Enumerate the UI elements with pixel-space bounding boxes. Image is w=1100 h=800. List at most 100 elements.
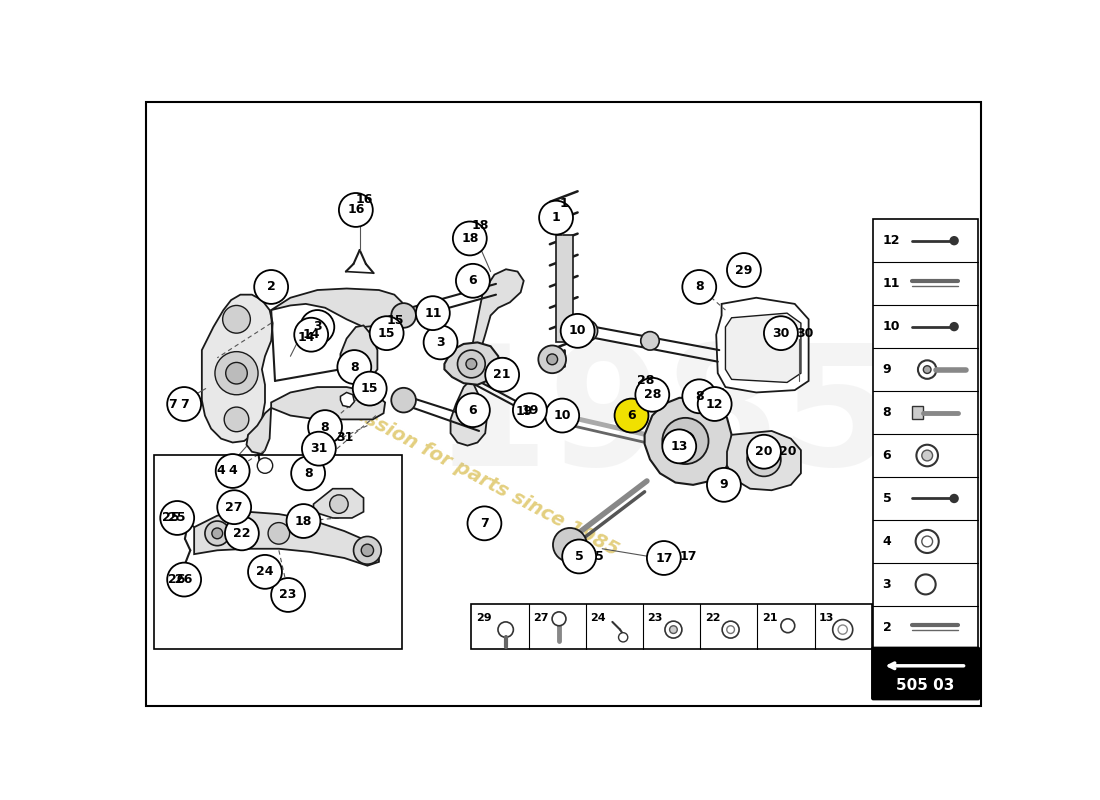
Text: 24: 24 [591, 614, 606, 623]
Circle shape [295, 318, 328, 352]
Text: 28: 28 [637, 374, 654, 387]
Circle shape [224, 407, 249, 432]
Text: 8: 8 [350, 361, 359, 374]
Text: 29: 29 [735, 263, 752, 277]
Circle shape [922, 536, 933, 547]
Text: 14: 14 [297, 330, 315, 343]
Circle shape [167, 387, 201, 421]
Text: 8: 8 [695, 390, 704, 403]
Text: 10: 10 [553, 409, 571, 422]
Circle shape [950, 494, 958, 502]
Circle shape [682, 379, 716, 414]
Polygon shape [726, 313, 801, 382]
Text: 9: 9 [719, 478, 728, 491]
Circle shape [370, 316, 404, 350]
Text: 16: 16 [348, 203, 364, 217]
Circle shape [161, 501, 195, 535]
Text: 10: 10 [882, 320, 900, 333]
Text: 27: 27 [534, 614, 549, 623]
Circle shape [254, 270, 288, 304]
Text: 25: 25 [168, 511, 186, 525]
Circle shape [498, 622, 514, 638]
Circle shape [524, 404, 542, 422]
Text: 28: 28 [644, 388, 661, 402]
Text: 11: 11 [425, 306, 441, 320]
Text: 20: 20 [779, 446, 796, 458]
Circle shape [350, 360, 368, 378]
Text: 18: 18 [472, 219, 488, 232]
Circle shape [636, 378, 669, 412]
Text: 11: 11 [882, 277, 900, 290]
Polygon shape [271, 289, 403, 327]
Circle shape [722, 621, 739, 638]
Text: 18: 18 [295, 514, 312, 527]
Polygon shape [202, 294, 273, 442]
Circle shape [546, 398, 580, 433]
Circle shape [218, 490, 251, 524]
Circle shape [576, 320, 597, 342]
Text: 1: 1 [552, 211, 560, 224]
Circle shape [833, 619, 853, 640]
Polygon shape [341, 393, 354, 407]
Circle shape [562, 539, 596, 574]
Text: 6: 6 [882, 449, 891, 462]
Text: 2: 2 [267, 281, 275, 294]
Text: 22: 22 [233, 527, 251, 540]
Circle shape [286, 504, 320, 538]
Text: 3: 3 [314, 321, 321, 334]
Text: 12: 12 [882, 234, 900, 247]
Text: 2: 2 [882, 621, 891, 634]
Circle shape [424, 326, 458, 359]
Text: 23: 23 [279, 589, 297, 602]
Circle shape [547, 354, 558, 365]
Circle shape [697, 387, 732, 421]
Circle shape [339, 193, 373, 227]
Circle shape [167, 562, 201, 597]
Circle shape [727, 253, 761, 287]
Circle shape [950, 322, 958, 330]
Circle shape [552, 612, 565, 626]
Text: 24: 24 [256, 566, 274, 578]
Polygon shape [912, 406, 923, 418]
Circle shape [618, 633, 628, 642]
Text: 8: 8 [321, 421, 329, 434]
Text: 19: 19 [521, 404, 539, 417]
Text: 8: 8 [695, 281, 704, 294]
Circle shape [539, 201, 573, 234]
Circle shape [615, 398, 649, 433]
Circle shape [226, 362, 248, 384]
FancyBboxPatch shape [871, 647, 980, 700]
Circle shape [781, 619, 794, 633]
Polygon shape [472, 270, 524, 350]
Circle shape [727, 626, 735, 634]
Circle shape [662, 430, 696, 463]
Text: 1: 1 [560, 198, 569, 210]
Text: 22: 22 [705, 614, 720, 623]
Circle shape [682, 270, 716, 304]
Circle shape [486, 358, 518, 389]
Circle shape [747, 435, 781, 469]
Text: 5: 5 [575, 550, 583, 563]
Text: 7: 7 [179, 398, 188, 410]
Text: 8: 8 [304, 467, 312, 480]
Polygon shape [716, 298, 808, 393]
Circle shape [538, 346, 566, 373]
Circle shape [392, 303, 416, 328]
Circle shape [485, 358, 519, 392]
Circle shape [338, 350, 372, 384]
Circle shape [652, 391, 663, 402]
Text: 21: 21 [494, 368, 510, 382]
Circle shape [301, 432, 336, 466]
Polygon shape [314, 489, 363, 518]
Text: 4: 4 [229, 465, 236, 478]
Text: 13: 13 [671, 440, 688, 453]
Text: 7: 7 [168, 398, 177, 410]
Circle shape [763, 316, 798, 350]
Circle shape [248, 555, 282, 589]
Text: 1985: 1985 [432, 338, 895, 501]
Circle shape [353, 537, 382, 564]
Text: 15: 15 [361, 382, 378, 395]
Circle shape [513, 394, 547, 427]
Text: 15: 15 [387, 314, 404, 327]
Circle shape [392, 388, 416, 413]
